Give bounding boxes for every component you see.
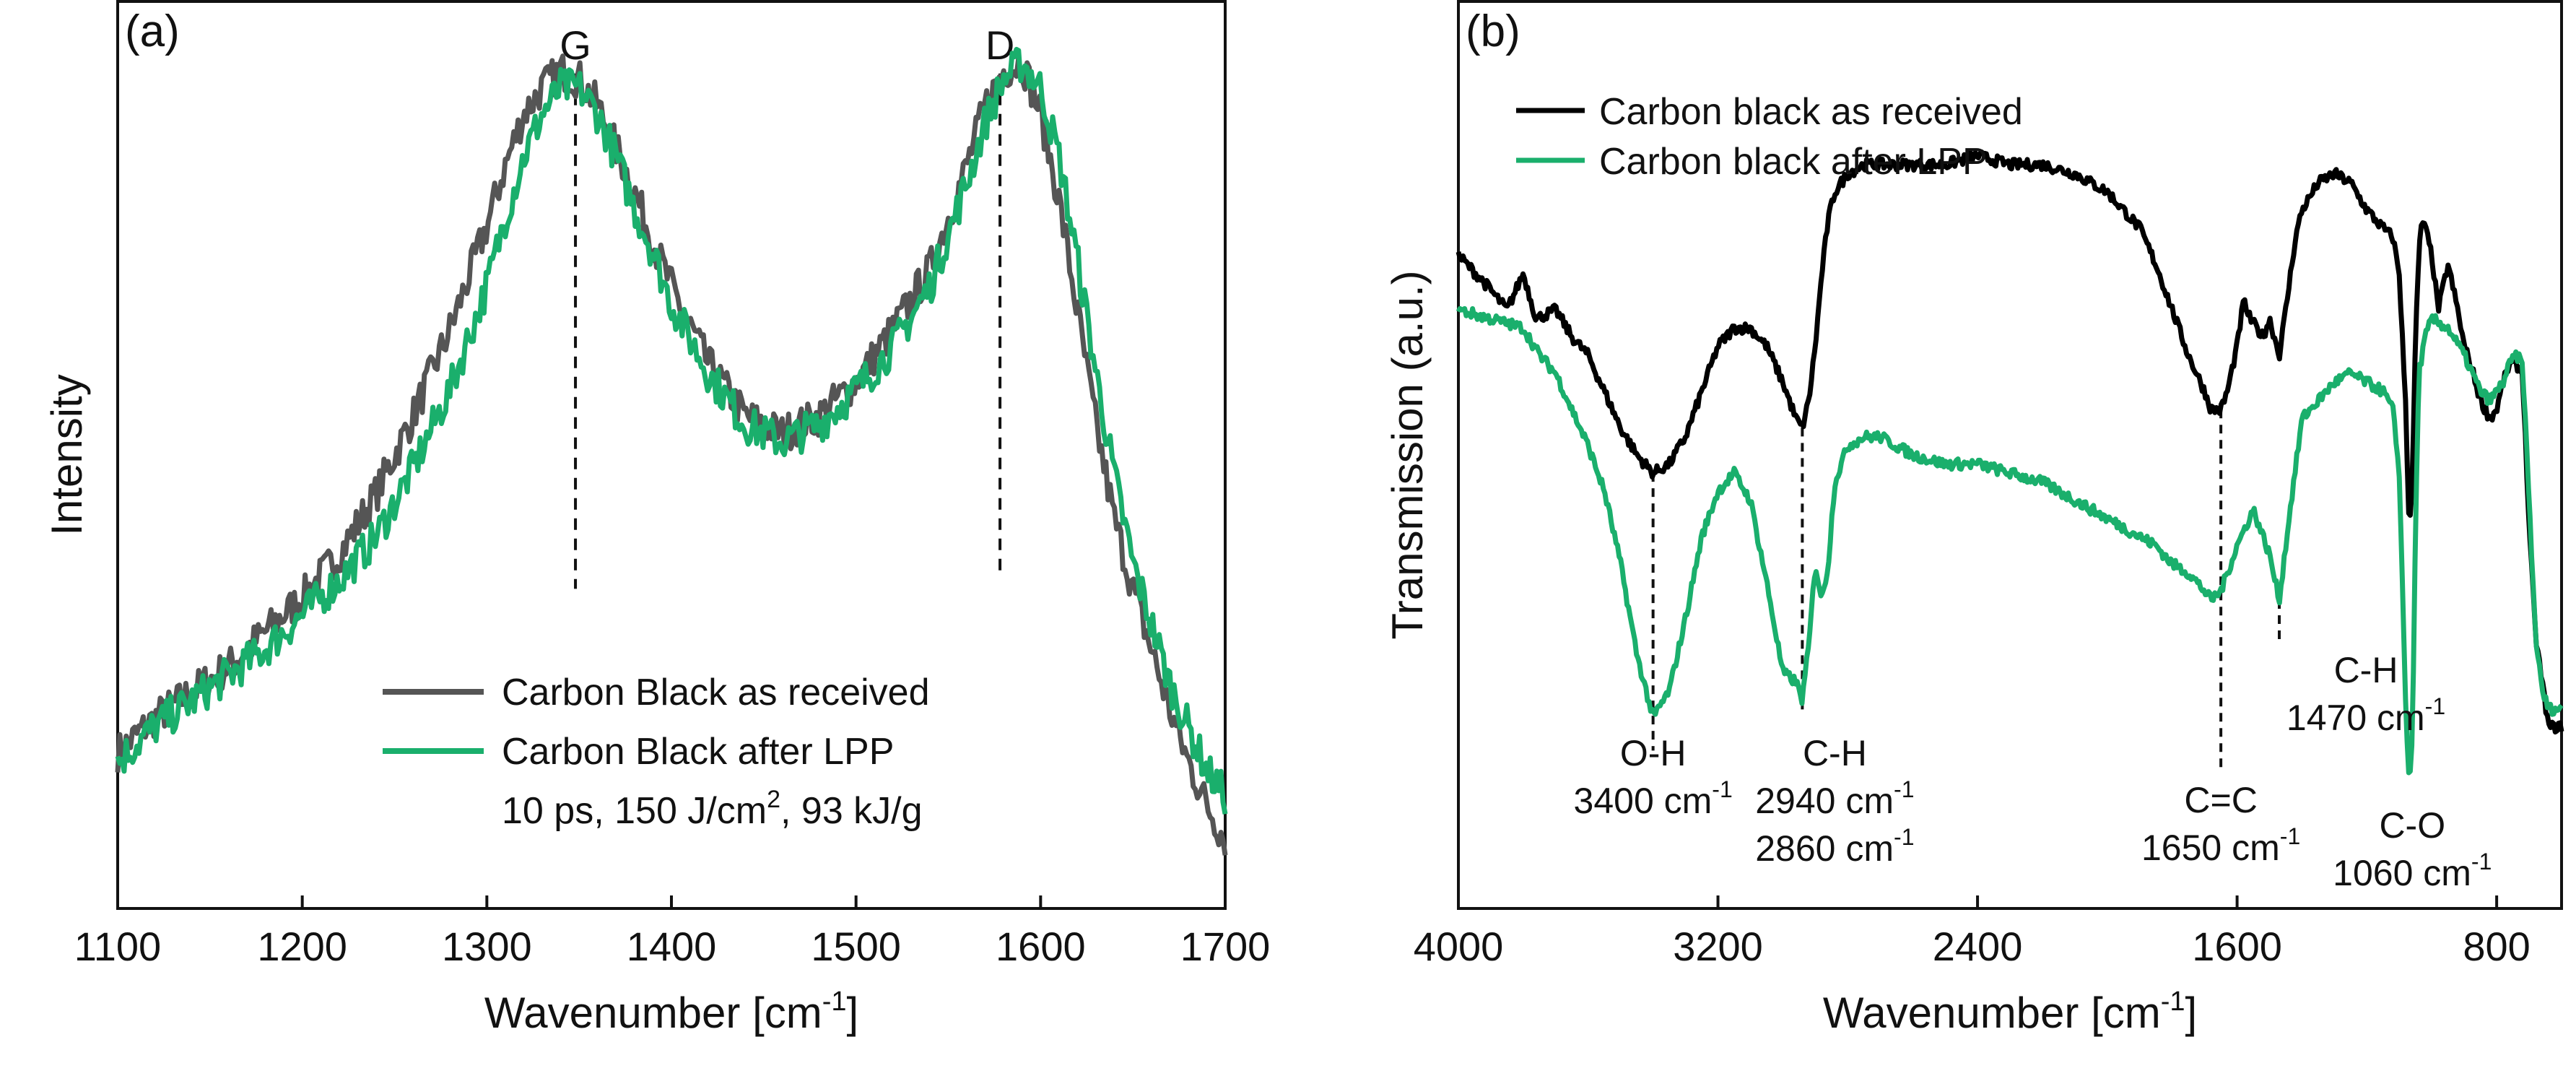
x-tick-label: 1500 — [811, 924, 901, 969]
x-tick-label: 1600 — [2192, 924, 2282, 969]
panel-b-legend: Carbon black as received Carbon black af… — [1516, 91, 2023, 183]
band-label-line: 1470 cm-1 — [2286, 693, 2445, 738]
x-tick-label: 1600 — [996, 924, 1086, 969]
band-label-line: O-H — [1620, 733, 1687, 773]
band-label-line: 3400 cm-1 — [1574, 776, 1733, 821]
legend-laser-parameters: 10 ps, 150 J/cm2, 93 kJ/g — [502, 786, 923, 832]
panel-a-x-axis-title: Wavenumber [cm-1] — [484, 986, 858, 1037]
x-tick-label: 4000 — [1414, 924, 1504, 969]
panel-b-band-markers — [1651, 409, 2281, 769]
panel-b-y-axis-title: Transmission (a.u.) — [1383, 270, 1432, 639]
panel-a-y-axis-title: Intensity — [43, 374, 91, 535]
x-tick-label: 1100 — [74, 924, 161, 969]
series-line-after-lpp — [115, 46, 1228, 815]
x-tick-label: 2400 — [1933, 924, 2023, 969]
x-tick-label: 1300 — [442, 924, 532, 969]
band-label-line: C-O — [2379, 805, 2445, 846]
series-line-after-lpp — [1455, 305, 2564, 776]
series-line-as-received — [1455, 149, 2564, 735]
panel-a-x-ticks: 1100 1200 1300 1400 1500 1600 1700 — [74, 895, 1271, 969]
band-label-line: 2860 cm-1 — [1755, 824, 1914, 869]
panel-b-x-axis-title: Wavenumber [cm-1] — [1823, 986, 2197, 1037]
band-label-line: 1060 cm-1 — [2333, 849, 2492, 893]
legend-label-as-received: Carbon Black as received — [502, 672, 930, 713]
panel-b-x-ticks: 4000 3200 2400 1600 800 — [1414, 895, 2531, 969]
panel-b-label: (b) — [1466, 6, 1520, 56]
panel-a-legend: Carbon Black as received Carbon Black af… — [383, 672, 930, 832]
band-label-line: C-H — [2334, 650, 2398, 690]
band-label-line: C=C — [2184, 780, 2257, 820]
x-tick-label: 3200 — [1673, 924, 1763, 969]
x-tick-label: 1700 — [1180, 924, 1271, 969]
x-tick-label: 1200 — [257, 924, 347, 969]
legend-label-after-lpp: Carbon black after LPP — [1599, 141, 1988, 183]
legend-label-as-received: Carbon black as received — [1599, 91, 2023, 133]
x-tick-label: 1400 — [627, 924, 717, 969]
panel-a-series — [115, 46, 1228, 856]
panel-b-series — [1455, 149, 2564, 776]
x-tick-label: 800 — [2463, 924, 2530, 969]
legend-label-after-lpp: Carbon Black after LPP — [502, 731, 894, 773]
band-label-line: 1650 cm-1 — [2141, 823, 2300, 868]
panel-b-plot-frame — [1457, 0, 2563, 910]
panel-a-label: (a) — [125, 6, 180, 56]
band-label-line: C-H — [1803, 733, 1867, 773]
band-label-line: 2940 cm-1 — [1755, 776, 1914, 821]
